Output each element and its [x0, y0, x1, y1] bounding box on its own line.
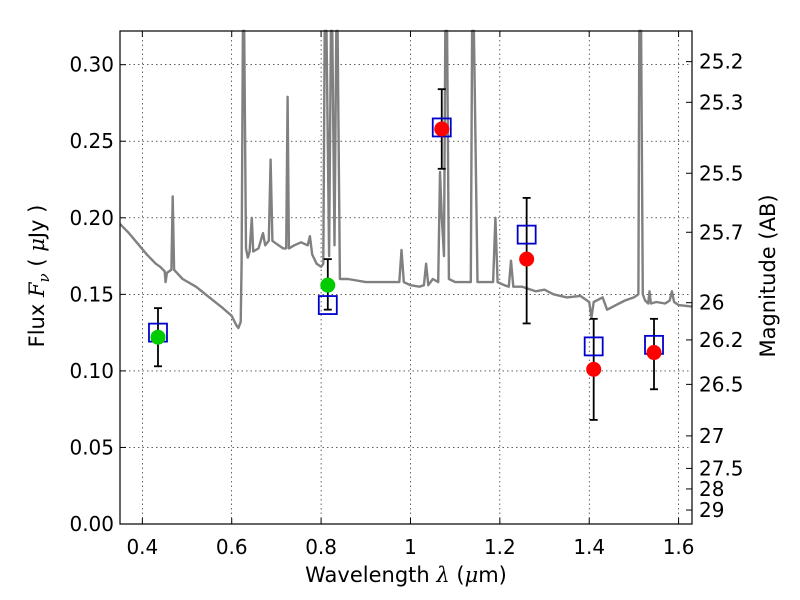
y-tick-label: 0.05	[69, 435, 114, 459]
x-tick-label: 1.6	[663, 535, 695, 559]
optical-circle-point	[150, 329, 166, 345]
y-tick-label: 0.10	[69, 359, 114, 383]
nir-circle-point	[519, 251, 535, 267]
y-tick-label: 0.00	[69, 512, 114, 536]
nir-circle-point	[434, 121, 450, 137]
y2-tick-label: 25.3	[699, 90, 744, 114]
nir-circle-point	[646, 345, 662, 361]
y2-tick-label: 28	[699, 477, 724, 501]
x-axis-unit-post: m)	[478, 563, 507, 587]
nir-circle-point	[586, 361, 602, 377]
x-tick-labels: 0.4 0.6 0.8 1 1.2 1.4 1.6	[126, 535, 694, 559]
y-axis-title: Flux Fν ( μJy )	[25, 205, 53, 348]
y-axis-title-post: (	[25, 252, 49, 274]
y-axis-title-pre: Flux	[25, 297, 49, 347]
y-tick-labels: 0.00 0.05 0.10 0.15 0.20 0.25 0.30	[69, 53, 114, 536]
y-tick-label: 0.20	[69, 206, 114, 230]
optical-circle-point	[320, 277, 336, 293]
x-axis-title-post: (	[450, 563, 465, 587]
y2-tick-label: 26.5	[699, 372, 744, 396]
y2-tick-label: 25.5	[699, 161, 744, 185]
y2-tick-label: 25.2	[699, 50, 744, 74]
y-tick-label: 0.15	[69, 282, 114, 306]
spectrum-line	[119, 29, 693, 330]
y2-tick-label: 27	[699, 424, 724, 448]
y2-tick-label: 26	[699, 291, 724, 315]
y2-tick-label: 29	[699, 498, 724, 522]
y-axis-unit-post: Jy )	[25, 205, 49, 241]
x-tick-label: 1	[404, 535, 417, 559]
y2-axis-title: Magnitude (AB)	[756, 194, 780, 357]
y-axis-unit-symbol: μ	[25, 238, 49, 252]
y2-tick-label: 27.5	[699, 456, 744, 480]
x-tick-label: 0.4	[126, 535, 158, 559]
x-tick-label: 1.4	[573, 535, 605, 559]
y-axis-subscript: ν	[35, 273, 53, 282]
y-tick-label: 0.30	[69, 53, 114, 77]
model-square-point	[583, 336, 604, 357]
model-square-point	[317, 295, 338, 315]
model-square-point	[516, 224, 537, 245]
y-axis-symbol: F	[25, 281, 49, 298]
x-axis-title: Wavelength λ (μm)	[305, 563, 507, 587]
x-tick-label: 1.2	[484, 535, 516, 559]
x-axis-symbol: λ	[435, 563, 449, 587]
tick-marks	[120, 31, 692, 525]
x-tick-label: 0.6	[216, 535, 248, 559]
x-axis-unit-symbol: μ	[465, 563, 479, 587]
y2-tick-label: 26.2	[699, 328, 744, 352]
y2-tick-label: 25.7	[699, 220, 744, 244]
error-bar-layer	[153, 88, 659, 421]
x-axis-title-pre: Wavelength	[305, 563, 436, 587]
plot-frame	[119, 30, 693, 525]
spectrum-layer	[119, 29, 693, 330]
x-tick-label: 0.8	[305, 535, 337, 559]
y-tick-label: 0.25	[69, 129, 114, 153]
grid-lines	[120, 31, 692, 525]
data-points-layer	[148, 117, 664, 377]
